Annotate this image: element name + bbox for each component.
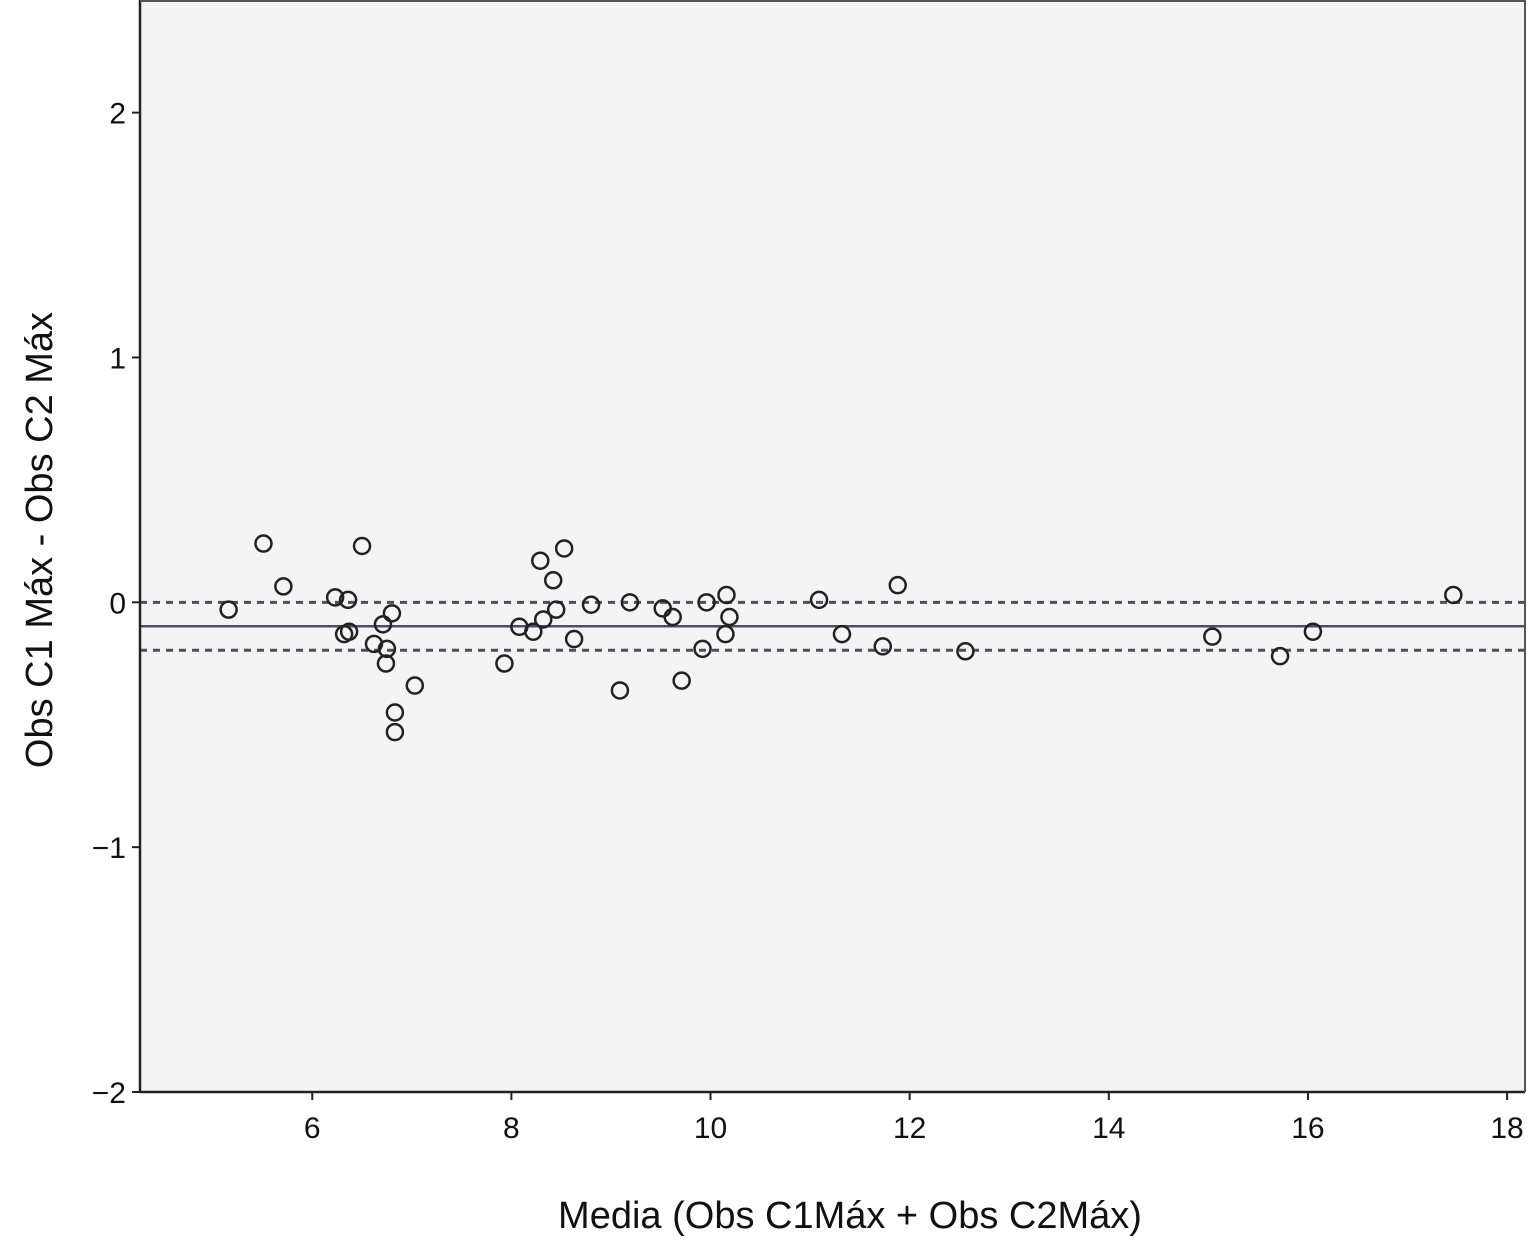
x-tick-label: 10 — [694, 1112, 727, 1145]
plot-background — [140, 0, 1525, 1092]
y-tick-label: 1 — [109, 342, 126, 375]
data-point — [546, 600, 566, 619]
x-tick-label: 6 — [304, 1112, 321, 1145]
data-point — [338, 590, 358, 610]
data-point — [534, 610, 553, 629]
data-point — [543, 571, 563, 590]
data-point — [254, 534, 273, 553]
data-point — [524, 622, 543, 641]
data-point — [663, 607, 682, 627]
data-point — [873, 637, 893, 656]
data-point — [376, 654, 396, 673]
data-point — [716, 624, 735, 644]
data-point — [385, 722, 405, 742]
data-point — [956, 642, 975, 661]
data-point — [373, 615, 393, 634]
data-point — [697, 593, 716, 612]
data-point — [382, 604, 402, 623]
data-point — [717, 585, 736, 605]
data-point — [274, 577, 293, 596]
data-point — [352, 536, 372, 556]
y-axis-label: Obs C1 Máx - Obs C2 Máx — [19, 312, 61, 768]
x-tick-label: 18 — [1490, 1112, 1523, 1145]
data-point — [554, 539, 574, 558]
data-point — [1203, 627, 1222, 646]
data-point — [531, 551, 550, 570]
x-tick-label: 14 — [1092, 1112, 1125, 1145]
data-point — [581, 595, 601, 615]
data-point — [1270, 646, 1290, 666]
y-tick-label: −2 — [92, 1077, 126, 1110]
x-tick-label: 8 — [503, 1112, 520, 1145]
y-tick-label: 0 — [109, 587, 126, 620]
data-point — [339, 622, 359, 641]
x-tick-label: 16 — [1291, 1112, 1324, 1145]
y-tick-label: 2 — [109, 98, 126, 131]
data-point — [832, 624, 852, 644]
data-point — [672, 671, 691, 690]
data-point — [610, 681, 630, 700]
data-point — [405, 676, 425, 695]
x-tick-label: 12 — [893, 1112, 926, 1145]
data-point — [385, 703, 405, 722]
data-point — [1303, 622, 1323, 641]
data-point — [1444, 585, 1463, 605]
x-axis-label: Media (Obs C1Máx + Obs C2Máx) — [558, 1195, 1142, 1237]
data-point — [620, 593, 640, 612]
data-point — [325, 588, 345, 607]
data-point — [495, 654, 514, 673]
data-point — [809, 590, 829, 610]
data-point — [693, 639, 712, 659]
y-tick-label: −1 — [92, 832, 126, 865]
data-point — [564, 629, 584, 649]
data-point — [219, 600, 238, 619]
data-point — [888, 575, 907, 595]
data-point — [720, 607, 739, 627]
